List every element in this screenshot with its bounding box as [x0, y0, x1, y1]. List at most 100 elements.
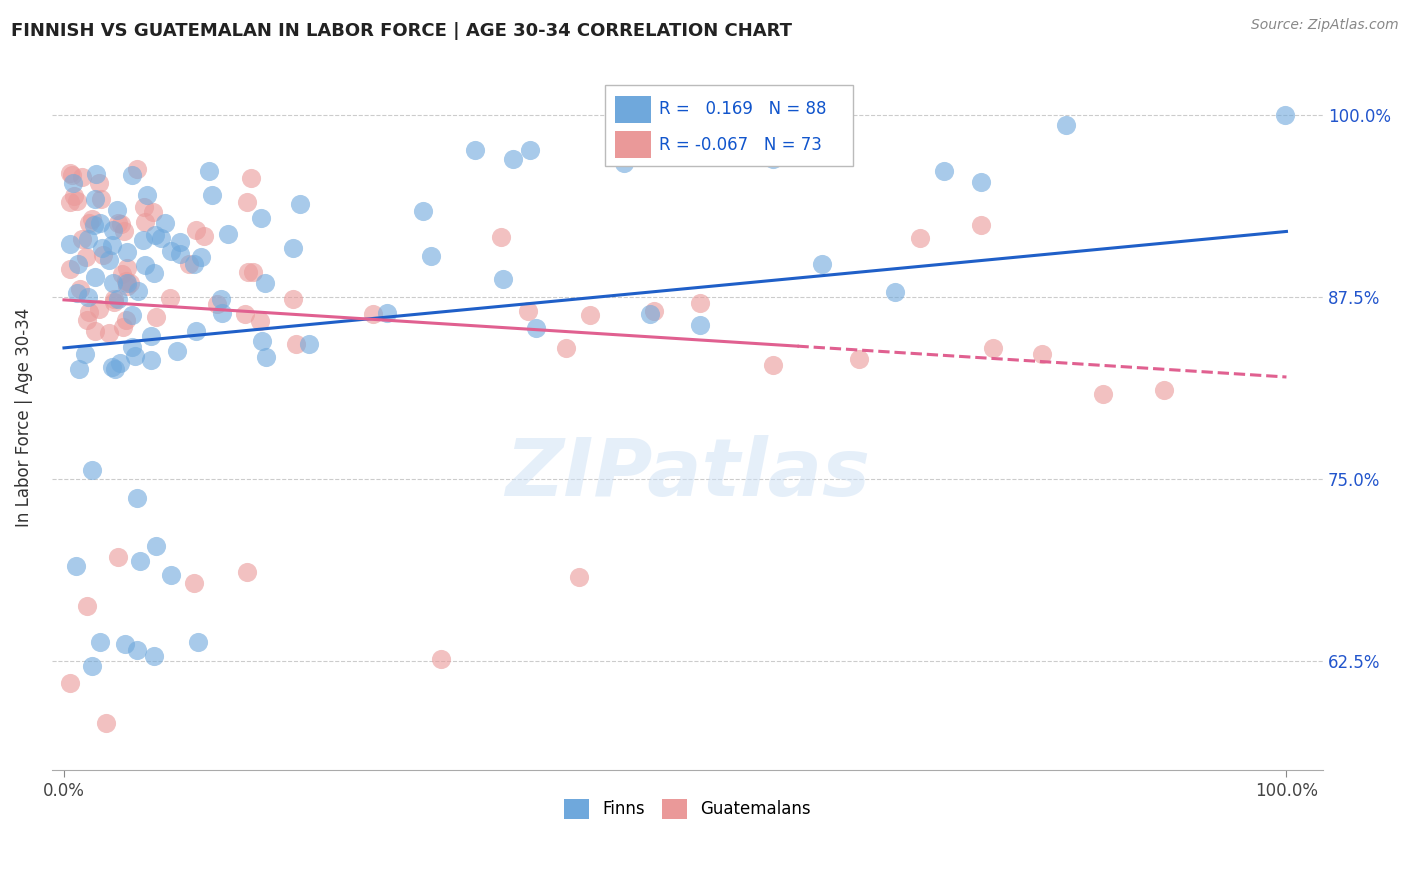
Point [142, 266, 165, 280]
Point [153, 216, 176, 230]
Point [59, 676, 82, 690]
Point [238, 265, 260, 279]
Point [62, 177, 84, 191]
Point [166, 344, 188, 359]
Point [76, 599, 98, 613]
Point [77, 305, 100, 319]
Point [217, 227, 239, 241]
Point [114, 637, 136, 651]
Point [284, 336, 307, 351]
Point [70, 169, 93, 184]
Point [84, 168, 107, 182]
Point [184, 223, 207, 237]
Text: ZIPatlas: ZIPatlas [505, 434, 870, 513]
Point [412, 203, 434, 218]
Point [125, 161, 148, 176]
Point [121, 168, 143, 182]
Point [101, 276, 124, 290]
Point [110, 217, 132, 231]
Point [121, 309, 143, 323]
Point [519, 144, 541, 158]
Point [160, 244, 183, 258]
FancyBboxPatch shape [614, 131, 651, 158]
Point [762, 358, 785, 372]
Text: Source: ZipAtlas.com: Source: ZipAtlas.com [1251, 18, 1399, 32]
Point [198, 163, 221, 178]
Point [420, 249, 443, 263]
Point [249, 211, 271, 226]
Point [75, 251, 97, 265]
Point [80, 211, 103, 226]
Point [981, 341, 1004, 355]
Point [1031, 347, 1053, 361]
FancyBboxPatch shape [614, 95, 651, 123]
Point [134, 200, 156, 214]
Point [97, 253, 120, 268]
Point [193, 229, 215, 244]
Point [67, 257, 90, 271]
Point [59, 237, 82, 252]
Point [91, 247, 114, 261]
Point [104, 362, 127, 376]
Point [80, 463, 103, 477]
Point [568, 570, 591, 584]
Point [139, 329, 162, 343]
Point [143, 227, 166, 242]
Point [59, 167, 82, 181]
Point [98, 326, 121, 340]
Point [183, 575, 205, 590]
Point [67, 362, 90, 376]
Point [1092, 387, 1115, 401]
Point [464, 144, 486, 158]
Point [83, 269, 105, 284]
Point [114, 224, 136, 238]
Point [127, 284, 149, 298]
Point [638, 308, 661, 322]
Point [160, 568, 183, 582]
Point [107, 292, 129, 306]
Point [254, 351, 277, 365]
Point [66, 286, 89, 301]
Point [94, 716, 117, 731]
Point [970, 175, 993, 189]
Point [111, 268, 134, 282]
Point [1153, 384, 1175, 398]
Point [63, 188, 86, 202]
Point [236, 565, 259, 579]
Point [59, 194, 82, 209]
Point [76, 313, 98, 327]
Point [1274, 108, 1296, 122]
Point [132, 234, 155, 248]
Point [111, 319, 134, 334]
Point [209, 292, 232, 306]
Point [108, 356, 131, 370]
Point [101, 359, 124, 374]
Point [90, 192, 112, 206]
Point [149, 230, 172, 244]
Point [87, 301, 110, 316]
Point [101, 223, 124, 237]
Point [107, 549, 129, 564]
Point [60, 168, 83, 182]
Point [84, 192, 107, 206]
Point [242, 265, 264, 279]
Point [186, 635, 208, 649]
Point [142, 648, 165, 663]
Point [145, 539, 167, 553]
Point [183, 257, 205, 271]
Point [377, 305, 399, 319]
Point [253, 276, 276, 290]
Point [115, 276, 138, 290]
Point [115, 260, 138, 275]
Point [135, 188, 157, 202]
Point [76, 232, 98, 246]
Point [643, 304, 665, 318]
Point [762, 152, 785, 166]
Point [689, 296, 711, 310]
Point [83, 219, 105, 233]
Point [177, 257, 200, 271]
Point [970, 219, 993, 233]
Point [201, 187, 224, 202]
Point [884, 285, 907, 299]
Point [115, 313, 138, 327]
